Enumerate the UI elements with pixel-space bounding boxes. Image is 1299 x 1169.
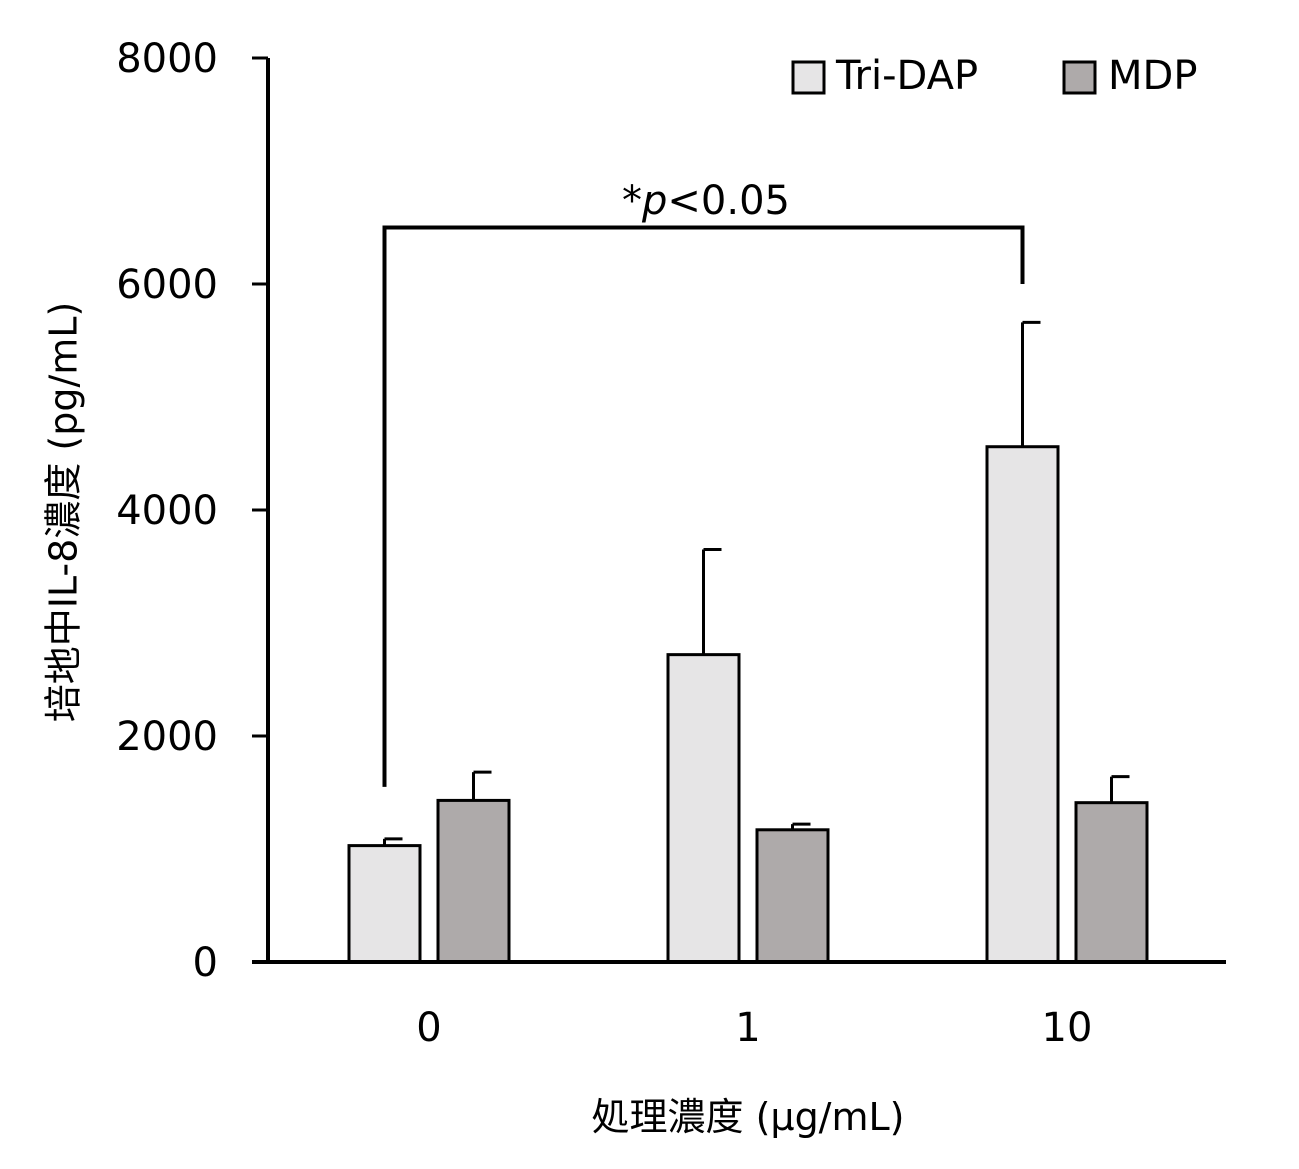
x-axis-title: 処理濃度 (µg/mL) [591, 1095, 904, 1139]
legend: Tri-DAP MDP [791, 53, 1197, 99]
significance-p-symbol: p [641, 178, 667, 224]
y-tick-label-0: 0 [193, 940, 218, 986]
legend-swatch-tri-dap [791, 60, 826, 95]
y-axis-title: 培地中IL-8濃度 (pg/mL) [42, 302, 86, 723]
legend-swatch-mdp [1062, 60, 1097, 95]
bar-tri-dap-1 [666, 653, 741, 964]
y-tick-label-2000: 2000 [116, 714, 218, 760]
bar-tri-dap-0 [347, 844, 422, 964]
bar-mdp-10 [1074, 801, 1149, 964]
x-tick-label-10: 10 [1042, 1005, 1093, 1051]
y-tick-label-4000: 4000 [116, 488, 218, 534]
y-tick-label-8000: 8000 [116, 36, 218, 82]
legend-label-mdp: MDP [1108, 53, 1197, 99]
significance-threshold: <0.05 [667, 178, 790, 224]
significance-label: *p<0.05 [622, 178, 790, 224]
significance-bracket [382, 225, 1025, 787]
y-tick-label-6000: 6000 [116, 262, 218, 308]
bar-tri-dap-10 [985, 445, 1060, 964]
x-tick-label-0: 0 [416, 1005, 441, 1051]
bar-mdp-1 [755, 828, 830, 964]
significance-asterisk: * [622, 178, 642, 224]
x-tick-label-1: 1 [735, 1005, 760, 1051]
plot-area: 0 2000 4000 6000 8000 0 1 10 [116, 36, 1226, 1051]
legend-label-tri-dap: Tri-DAP [835, 53, 978, 99]
bar-mdp-0 [436, 798, 511, 964]
